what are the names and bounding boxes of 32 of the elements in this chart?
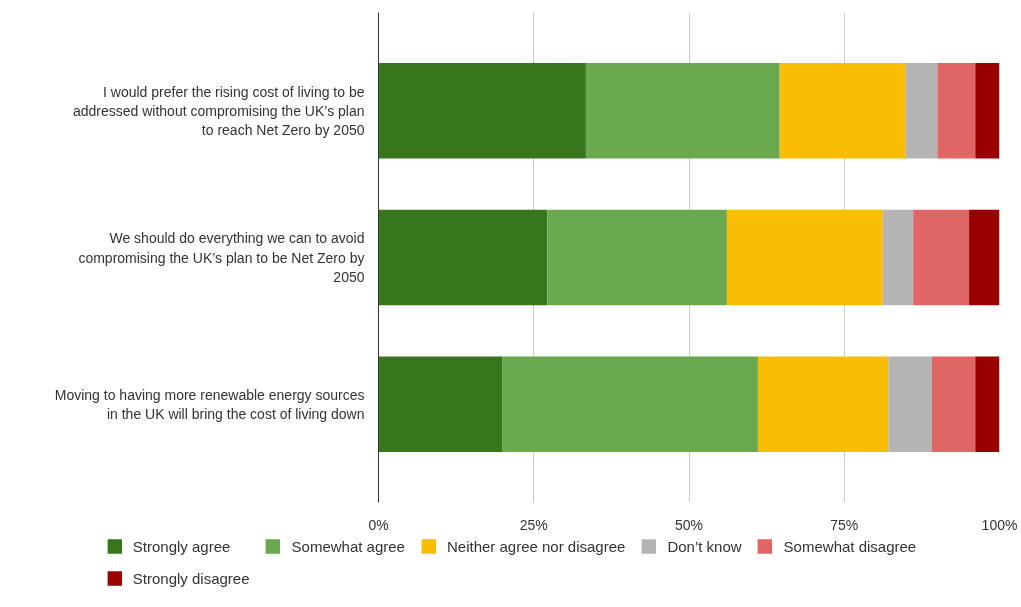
bar — [975, 63, 1000, 159]
bar — [937, 63, 976, 159]
y-tick-label: I would prefer the rising cost of living to be addressed without compromising the UK’s plan to reach Net Zero by 2050 — [72, 83, 365, 138]
bar — [882, 209, 914, 306]
bar — [502, 356, 758, 452]
bar — [378, 63, 586, 159]
bar — [378, 209, 548, 306]
bar — [378, 356, 503, 452]
bar — [905, 63, 938, 159]
bar — [757, 356, 889, 452]
legend-label: Don’t know — [667, 537, 742, 555]
y-tick-label: Moving to having more renewable energy sources in the UK will bring the cost of living down — [54, 386, 365, 422]
y-tick-label: We should do everything we can to avoid compromising the UK’s plan to be Net Zero by 2050 — [78, 230, 365, 285]
bar — [969, 209, 1000, 306]
bar — [888, 356, 932, 452]
x-tick-label: 75% — [830, 516, 859, 533]
legend-label: Somewhat disagree — [783, 537, 917, 555]
legend-label: Strongly disagree — [132, 569, 250, 587]
bar — [931, 356, 976, 452]
x-tick-label: 0% — [368, 516, 389, 533]
legend-label: Somewhat agree — [291, 537, 405, 555]
bar — [547, 209, 727, 306]
bar — [726, 209, 883, 306]
bar — [913, 209, 970, 306]
x-tick-label: 100% — [981, 516, 1018, 533]
x-tick-label: 50% — [674, 516, 704, 533]
legend-label: Strongly agree — [132, 537, 231, 555]
bar — [975, 356, 1000, 452]
bar — [779, 63, 906, 159]
legend-label: Neither agree nor disagree — [446, 537, 626, 555]
bar — [585, 63, 780, 159]
x-tick-label: 25% — [519, 516, 548, 533]
